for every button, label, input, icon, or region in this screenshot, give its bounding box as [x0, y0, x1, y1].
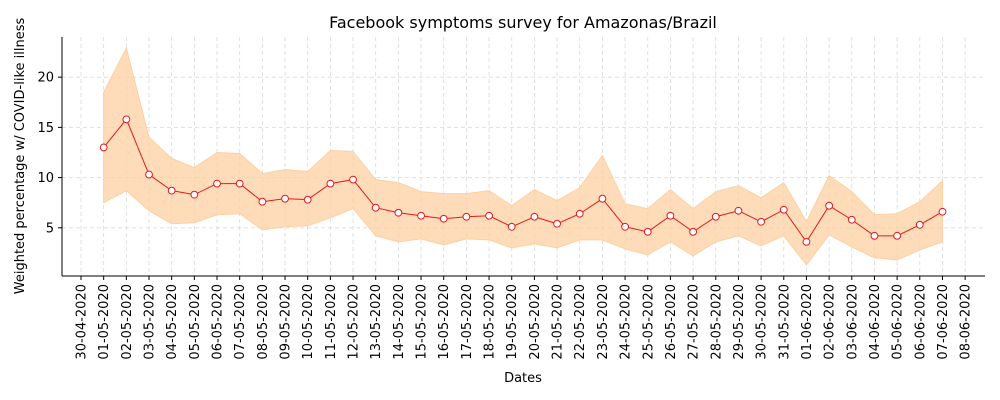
x-tick-label: 13-05-2020 [369, 284, 384, 360]
x-tick-label: 02-05-2020 [120, 284, 135, 360]
x-tick-label: 18-05-2020 [483, 284, 498, 360]
x-tick-label: 14-05-2020 [392, 284, 407, 360]
y-tick-label: 15 [37, 121, 54, 136]
x-tick-label: 03-06-2020 [845, 284, 860, 360]
data-point [530, 212, 539, 221]
x-tick-label: 06-06-2020 [913, 284, 928, 360]
data-point [190, 190, 199, 199]
x-axis-ticks: 30-04-2020 01-05-2020 02-05-2020 03-05-2020… [75, 276, 974, 360]
x-tick-label: 26-05-2020 [664, 284, 679, 360]
data-point [145, 170, 153, 179]
data-point [915, 220, 924, 229]
x-tick-label: 04-06-2020 [868, 284, 883, 360]
confidence-band [103, 46, 943, 266]
x-tick-label: 20-05-2020 [528, 284, 543, 360]
data-point [326, 179, 335, 188]
data-point [553, 219, 561, 228]
y-tick-label: 10 [37, 171, 54, 186]
x-tick-label: 07-06-2020 [936, 284, 951, 360]
data-point [371, 203, 380, 212]
x-tick-label: 19-05-2020 [505, 284, 520, 360]
x-tick-label: 01-05-2020 [97, 284, 112, 360]
chart-title: Facebook symptoms survey for Amazonas/Br… [329, 13, 717, 32]
data-point [893, 231, 902, 240]
y-tick-label: 5 [46, 221, 54, 236]
x-tick-label: 05-06-2020 [891, 284, 906, 360]
data-point [666, 211, 675, 220]
x-tick-label: 02-06-2020 [823, 284, 838, 360]
y-axis-label: Weighted percentage w/ COVID-like illnes… [13, 18, 28, 295]
confidence-band-area [103, 46, 943, 266]
x-tick-label: 21-05-2020 [551, 284, 566, 360]
x-tick-label: 11-05-2020 [324, 284, 339, 360]
data-point [417, 211, 425, 220]
x-tick-label: 31-05-2020 [777, 284, 792, 360]
x-tick-label: 04-05-2020 [165, 284, 180, 360]
x-tick-label: 08-06-2020 [959, 284, 974, 360]
data-point [734, 206, 743, 215]
series-line-path [103, 118, 943, 243]
data-point [99, 143, 108, 152]
x-tick-label: 07-05-2020 [233, 284, 248, 360]
data-point [621, 222, 629, 231]
x-tick-label: 05-05-2020 [188, 284, 203, 360]
data-point [825, 201, 834, 210]
data-point [802, 237, 811, 246]
data-point [235, 179, 244, 188]
data-point [394, 208, 403, 217]
x-tick-label: 29-05-2020 [732, 284, 747, 360]
y-axis-ticks: 5 10 15 20 [37, 71, 62, 236]
data-point [507, 222, 516, 231]
data-point [598, 194, 607, 203]
data-point [213, 179, 221, 188]
x-tick-label: 24-05-2020 [619, 284, 634, 360]
data-point [847, 215, 856, 224]
data-point [711, 212, 720, 221]
x-tick-label: 01-06-2020 [800, 284, 815, 360]
x-tick-label: 16-05-2020 [437, 284, 452, 360]
data-point [281, 194, 289, 203]
data-point [757, 217, 765, 226]
data-point [439, 214, 448, 223]
x-axis-label: Dates [504, 371, 542, 386]
data-point [258, 197, 267, 206]
x-tick-label: 09-05-2020 [279, 284, 294, 360]
data-point [485, 211, 493, 220]
series-line [103, 118, 943, 243]
data-point [643, 227, 652, 236]
y-tick-label: 20 [37, 71, 54, 86]
data-point [689, 227, 697, 236]
data-point [575, 209, 584, 218]
series-points [99, 115, 947, 246]
x-tick-label: 08-05-2020 [256, 284, 271, 360]
x-tick-label: 30-04-2020 [75, 284, 90, 360]
x-tick-label: 06-05-2020 [211, 284, 226, 360]
x-tick-label: 15-05-2020 [415, 284, 430, 360]
data-point [938, 207, 947, 216]
x-tick-label: 10-05-2020 [301, 284, 316, 360]
x-tick-label: 03-05-2020 [143, 284, 158, 360]
data-point [122, 115, 131, 124]
x-tick-label: 27-05-2020 [687, 284, 702, 360]
x-tick-label: 22-05-2020 [573, 284, 588, 360]
data-point [779, 205, 788, 214]
data-point [462, 212, 471, 221]
x-tick-label: 17-05-2020 [460, 284, 475, 360]
x-tick-label: 23-05-2020 [596, 284, 611, 360]
x-tick-label: 25-05-2020 [641, 284, 656, 360]
data-point [167, 186, 176, 195]
x-tick-label: 30-05-2020 [755, 284, 770, 360]
data-point [349, 175, 357, 184]
x-tick-label: 12-05-2020 [347, 284, 362, 360]
data-point [870, 231, 879, 240]
data-point [303, 195, 312, 204]
x-tick-label: 28-05-2020 [709, 284, 724, 360]
